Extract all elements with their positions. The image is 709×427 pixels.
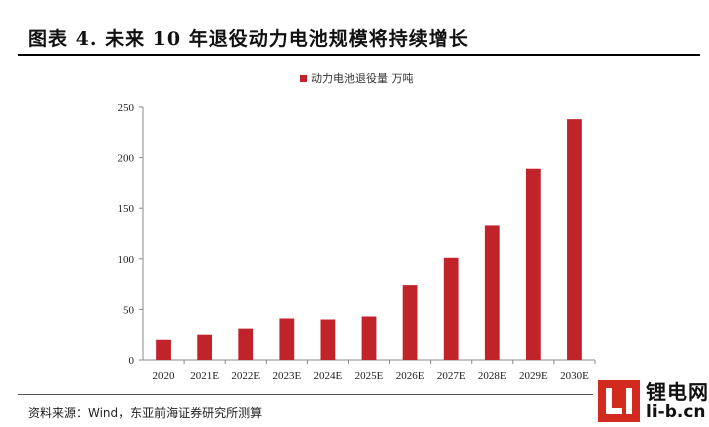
- chart-container: 动力电池退役量 万吨 0 50 100 150 200 250 2020 2021E 2022E…: [0, 60, 709, 390]
- bar: [156, 339, 171, 360]
- bar: [484, 225, 500, 360]
- x-tick-label: 2024E: [314, 370, 343, 382]
- figure-title: 图表 4. 未来 10 年退役动力电池规模将持续增长: [28, 28, 469, 50]
- legend-swatch: [300, 74, 307, 82]
- bar: [279, 318, 295, 360]
- y-tick-label: 200: [118, 153, 135, 165]
- x-tick-label: 2023E: [272, 370, 301, 382]
- chart-legend: 动力电池退役量 万吨: [300, 70, 414, 86]
- bar: [320, 319, 336, 360]
- x-tick-label: 2020: [153, 370, 176, 382]
- li-logo-icon: [598, 380, 640, 422]
- bar: [197, 334, 213, 360]
- watermark-domain: li-b.cn: [646, 402, 706, 422]
- x-tick-label: 2025E: [355, 370, 384, 382]
- bar: [443, 257, 459, 360]
- watermark-name: 锂电网: [646, 380, 709, 404]
- y-tick-label: 250: [118, 102, 135, 114]
- y-tick-label: 50: [123, 304, 135, 316]
- x-tick-label: 2028E: [478, 370, 507, 382]
- bar: [525, 168, 541, 360]
- x-tick-label: 2027E: [437, 370, 466, 382]
- source-note: 资料来源：Wind，东亚前海证券研究所测算: [28, 406, 263, 420]
- x-tick-label: 2026E: [396, 370, 425, 382]
- bar: [567, 119, 582, 360]
- y-tick-label: 150: [118, 203, 135, 215]
- figure-header: 图表 4. 未来 10 年退役动力电池规模将持续增长: [0, 0, 709, 56]
- y-tick-label: 100: [118, 254, 135, 266]
- header-divider: [18, 54, 700, 56]
- x-tick-label: 2021E: [190, 370, 219, 382]
- legend-label: 动力电池退役量 万吨: [311, 72, 414, 85]
- bar-chart: 0 50 100 150 200 250 2020 2021E 2022E 2023E 2024E 2…: [118, 102, 596, 382]
- bar: [402, 285, 418, 360]
- y-tick-label: 0: [129, 355, 135, 367]
- watermark: 锂电网 li-b.cn: [598, 374, 708, 426]
- bar: [361, 316, 377, 360]
- x-tick-label: 2022E: [231, 370, 260, 382]
- footer-divider: [18, 394, 593, 395]
- x-tick-label: 2030E: [560, 370, 589, 382]
- x-tick-label: 2029E: [519, 370, 548, 382]
- bar: [238, 328, 254, 360]
